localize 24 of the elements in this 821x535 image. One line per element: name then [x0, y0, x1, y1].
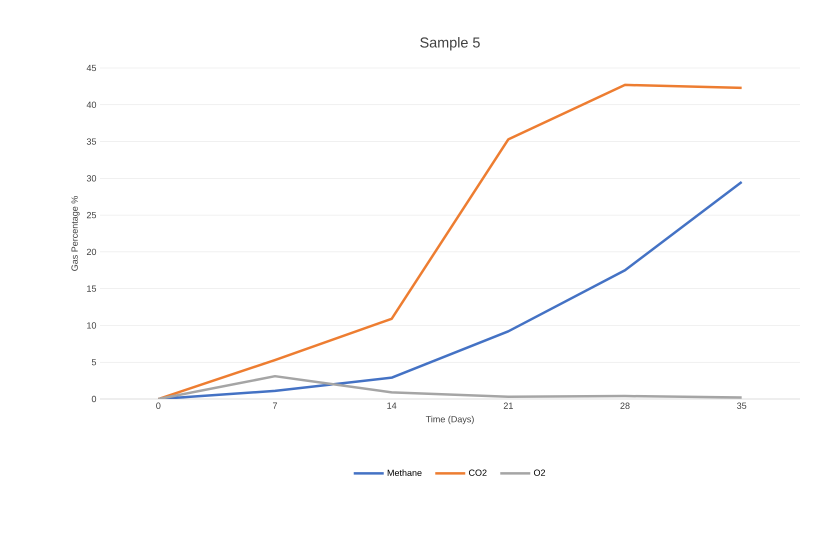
x-axis-title: Time (Days) [426, 416, 474, 424]
legend-label: CO2 [468, 470, 487, 476]
y-tick-label: 30 [86, 175, 96, 182]
x-tick-label: 0 [156, 402, 160, 409]
y-tick-label: 25 [86, 212, 96, 218]
x-tick-label: 35 [737, 402, 746, 409]
chart-title: Sample 5 [420, 37, 480, 50]
y-tick-label: 40 [86, 102, 96, 108]
y-tick-label: 10 [87, 322, 96, 329]
y-axis-title: Gas Percentage % [71, 196, 80, 271]
line-series [157, 374, 743, 399]
y-tick-label: 20 [86, 248, 96, 256]
y-tick-label: 35 [86, 138, 96, 145]
x-tick-label: 28 [620, 402, 630, 409]
x-tick-label: 7 [272, 402, 278, 409]
y-tick-label: 45 [86, 64, 96, 72]
legend-label: Methane [388, 469, 422, 476]
x-tick-label: 21 [504, 402, 513, 409]
y-tick-label: 15 [87, 286, 96, 292]
legend-label: O2 [534, 470, 546, 476]
x-tick-label: 14 [387, 402, 396, 409]
y-tick-label: 5 [92, 359, 96, 366]
y-tick-label: 0 [92, 396, 96, 402]
line-series [157, 84, 743, 399]
